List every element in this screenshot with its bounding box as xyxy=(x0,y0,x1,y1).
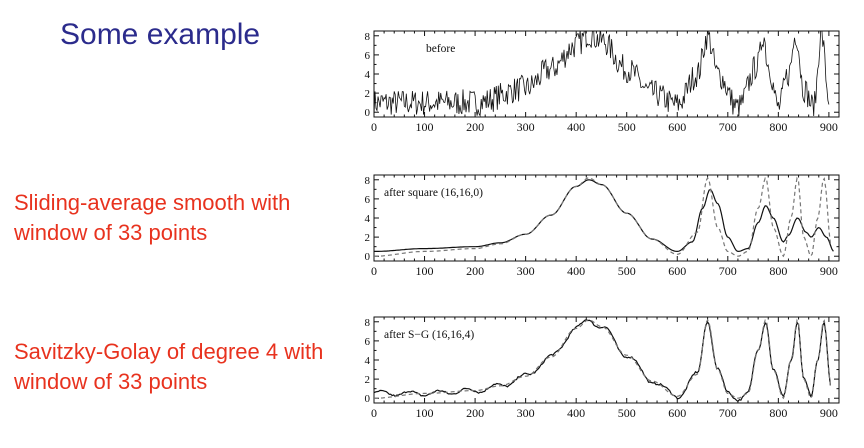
x-tick-label: 200 xyxy=(466,120,484,134)
y-tick-label: 0 xyxy=(365,393,371,405)
y-tick-label: 8 xyxy=(365,175,371,187)
y-tick-label: 4 xyxy=(365,69,371,81)
x-tick-label: 300 xyxy=(517,406,535,420)
x-tick-label: 900 xyxy=(820,264,838,278)
plot-after-square: 0 100 200 300 400 500 600 700 800 900 0 2 4 6 8 after s… xyxy=(365,174,840,278)
x-tick-label: 100 xyxy=(416,406,434,420)
x-tick-label: 500 xyxy=(618,120,636,134)
x-tick-label: 800 xyxy=(769,120,787,134)
y-tick-label: 6 xyxy=(365,50,371,62)
y-tick-label: 2 xyxy=(365,374,371,386)
plot-annotation: after square (16,16,0) xyxy=(384,187,483,199)
x-tick-label: 400 xyxy=(567,120,585,134)
x-tick-label: 300 xyxy=(517,264,535,278)
x-tick-label: 600 xyxy=(668,264,686,278)
y-tick-label: 8 xyxy=(365,31,371,43)
y-tick-label: 4 xyxy=(365,213,371,225)
x-tick-label: 700 xyxy=(719,406,737,420)
x-tick-label: 400 xyxy=(567,264,585,278)
x-tick-label: 600 xyxy=(668,120,686,134)
x-tick-label: 300 xyxy=(517,120,535,134)
x-tick-label: 200 xyxy=(466,406,484,420)
y-tick-label: 6 xyxy=(365,336,371,348)
y-tick-label: 2 xyxy=(365,88,371,100)
x-tick-label: 800 xyxy=(769,264,787,278)
series-dashed-line xyxy=(374,176,831,258)
x-tick-label: 500 xyxy=(618,264,636,278)
caption-sliding-average: Sliding-average smooth with window of 33… xyxy=(14,190,291,245)
x-tick-label: 0 xyxy=(371,406,377,420)
plot-annotation: after S−G (16,16,4) xyxy=(384,329,474,341)
y-tick-label: 4 xyxy=(365,355,371,367)
y-tick-label: 2 xyxy=(365,232,371,244)
y-tick-label: 8 xyxy=(365,317,371,329)
series-dashed-line xyxy=(374,318,831,400)
series-solid-line xyxy=(374,31,830,117)
x-tick-label: 200 xyxy=(466,264,484,278)
x-tick-label: 0 xyxy=(371,120,377,134)
plot-annotation: before xyxy=(426,43,455,55)
caption-savitzky-golay: Savitzky-Golay of degree 4 with window o… xyxy=(14,339,324,394)
x-tick-label: 100 xyxy=(416,264,434,278)
x-tick-label: 600 xyxy=(668,406,686,420)
x-tick-label: 500 xyxy=(618,406,636,420)
plot-after-sg: 0 100 200 300 400 500 600 700 800 900 0 2 4 6 8 after S… xyxy=(365,316,840,420)
x-tick-label: 900 xyxy=(820,406,838,420)
x-tick-label: 700 xyxy=(719,264,737,278)
x-tick-label: 0 xyxy=(371,264,377,278)
slide-title: Some example xyxy=(60,18,261,51)
x-tick-label: 700 xyxy=(719,120,737,134)
y-tick-label: 0 xyxy=(365,107,371,119)
x-tick-label: 400 xyxy=(567,406,585,420)
plot-before: 0 100 200 300 400 500 600 700 800 900 0 2 4 6 8 before xyxy=(365,30,840,134)
x-tick-label: 100 xyxy=(416,120,434,134)
y-tick-label: 6 xyxy=(365,194,371,206)
y-tick-label: 0 xyxy=(365,251,371,263)
x-tick-label: 800 xyxy=(769,406,787,420)
x-tick-label: 900 xyxy=(820,120,838,134)
